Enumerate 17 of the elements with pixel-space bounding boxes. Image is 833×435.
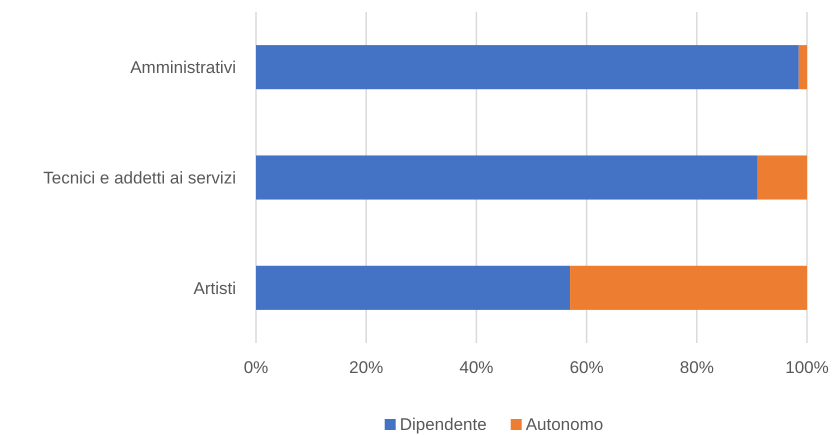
x-tick-label: 100% bbox=[785, 358, 829, 377]
x-tick-label: 80% bbox=[680, 358, 714, 377]
x-tick-label: 0% bbox=[244, 358, 268, 377]
bar bbox=[256, 45, 799, 90]
y-tick-label: Amministrativi bbox=[130, 58, 236, 78]
x-tick-label: 20% bbox=[349, 358, 384, 377]
legend-label: Autonomo bbox=[526, 415, 604, 434]
legend-label: Dipendente bbox=[400, 415, 487, 434]
x-tick-label: 60% bbox=[570, 358, 604, 377]
x-tick-label: 40% bbox=[459, 358, 494, 377]
bar bbox=[757, 155, 807, 200]
y-tick-label: Artisti bbox=[194, 278, 236, 298]
bar bbox=[570, 266, 807, 310]
bar bbox=[256, 155, 758, 200]
bar bbox=[256, 266, 570, 310]
y-tick-label: Tecnici e addetti ai servizi bbox=[43, 168, 236, 188]
bar bbox=[798, 45, 807, 90]
